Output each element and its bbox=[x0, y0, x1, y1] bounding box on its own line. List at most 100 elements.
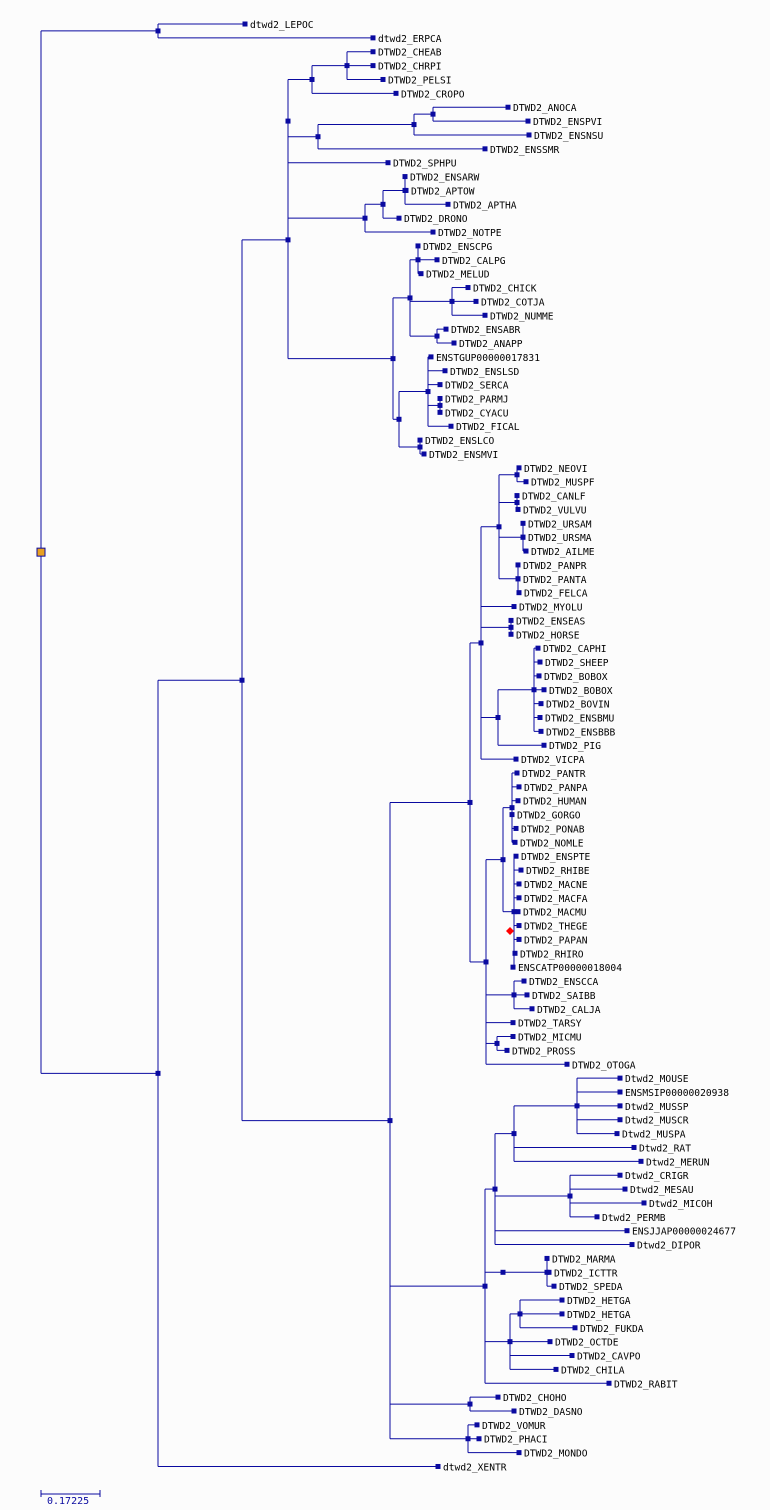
leaf-label: Dtwd2_MUSPA bbox=[622, 1130, 686, 1141]
internal-node bbox=[315, 134, 321, 140]
leaf-node bbox=[434, 257, 440, 263]
leaf-node bbox=[393, 90, 399, 96]
leaf-label: Dtwd2_MERUN bbox=[646, 1157, 710, 1168]
leaf-node bbox=[504, 1047, 510, 1053]
leaf-label: DTWD2_MICMU bbox=[518, 1033, 582, 1044]
internal-node bbox=[407, 295, 413, 301]
leaf-node bbox=[516, 936, 522, 942]
leaf-label: DTWD2_OCTDE bbox=[555, 1338, 619, 1349]
leaf-node bbox=[538, 728, 544, 734]
leaf-label: DTWD2_CHILA bbox=[561, 1365, 625, 1376]
internal-node bbox=[380, 201, 386, 207]
internal-node bbox=[415, 257, 421, 263]
leaf-node bbox=[512, 950, 518, 956]
leaf-label: DTWD2_MACNE bbox=[524, 880, 588, 891]
leaf-node bbox=[622, 1186, 628, 1192]
leaf-node bbox=[435, 1463, 441, 1469]
leaf-label: DTWD2_NOMLE bbox=[520, 838, 584, 849]
leaf-node bbox=[515, 798, 521, 804]
leaf-label: Dtwd2_MUSSP bbox=[625, 1102, 689, 1113]
leaf-node bbox=[513, 853, 519, 859]
leaf-label: DTWD2_PHACI bbox=[484, 1435, 548, 1446]
leaf-label: ENSTGUP00000017831 bbox=[436, 353, 540, 364]
leaf-label: DTWD2_SAIBB bbox=[532, 991, 596, 1002]
leaf-label: DTWD2_PELSI bbox=[388, 75, 452, 86]
leaf-node bbox=[437, 409, 443, 415]
leaf-label: ENSCATP00000018004 bbox=[518, 963, 622, 974]
leaf-label: DTWD2_ENSSMR bbox=[490, 145, 560, 156]
leaf-label: DTWD2_CROPO bbox=[401, 89, 465, 100]
internal-node bbox=[155, 1070, 161, 1076]
leaf-label: DTWD2_ENSNSU bbox=[534, 131, 604, 142]
leaf-node bbox=[638, 1158, 644, 1164]
leaf-node bbox=[617, 1117, 623, 1123]
leaf-label: Dtwd2_CRIGR bbox=[625, 1171, 689, 1182]
internal-node bbox=[425, 389, 431, 395]
internal-node bbox=[509, 805, 515, 811]
leaf-node bbox=[474, 1422, 480, 1428]
internal-node bbox=[411, 122, 417, 128]
leaf-node bbox=[529, 1006, 535, 1012]
leaf-node bbox=[541, 687, 547, 693]
internal-node bbox=[511, 992, 517, 998]
internal-node bbox=[309, 76, 315, 82]
leaf-label: DTWD2_SPHPU bbox=[393, 159, 457, 170]
leaf-node bbox=[442, 368, 448, 374]
leaf-label: DTWD2_RHIBE bbox=[526, 866, 590, 877]
leaf-node bbox=[505, 104, 511, 110]
internal-node bbox=[344, 63, 350, 69]
leaf-label: DTWD2_CYACU bbox=[445, 408, 509, 419]
leaf-label: DTWD2_APTOW bbox=[411, 186, 475, 197]
leaf-node bbox=[421, 451, 427, 457]
leaf-label: DTWD2_AILME bbox=[531, 547, 595, 558]
internal-node bbox=[478, 640, 484, 646]
internal-node bbox=[500, 857, 506, 863]
leaf-node bbox=[629, 1242, 635, 1248]
internal-node bbox=[511, 909, 517, 915]
leaf-node bbox=[380, 76, 386, 82]
leaf-node bbox=[513, 756, 519, 762]
leaf-node bbox=[564, 1061, 570, 1067]
leaf-label: DTWD2_COTJA bbox=[481, 297, 545, 308]
leaf-node bbox=[370, 49, 376, 55]
internal-node bbox=[430, 111, 436, 117]
root-node bbox=[36, 547, 46, 557]
leaf-label: DTWD2_VICPA bbox=[521, 755, 585, 766]
internal-node bbox=[511, 1131, 517, 1137]
internal-node bbox=[494, 1040, 500, 1046]
internal-node bbox=[285, 237, 291, 243]
leaf-label: DTWD2_URSAM bbox=[528, 519, 592, 530]
internal-node bbox=[574, 1103, 580, 1109]
leaf-node bbox=[524, 992, 530, 998]
leaf-node bbox=[520, 520, 526, 526]
leaf-label: DTWD2_ENSARW bbox=[410, 173, 480, 184]
internal-node bbox=[567, 1193, 573, 1199]
leaf-label: DTWD2_ANOCA bbox=[513, 103, 577, 114]
leaf-node bbox=[553, 1366, 559, 1372]
leaf-label: DTWD2_ENSEAS bbox=[516, 616, 586, 627]
scale-bar-label: 0.17225 bbox=[47, 1496, 90, 1507]
leaf-label: DTWD2_DRONO bbox=[404, 214, 468, 225]
leaf-label: DTWD2_RABIT bbox=[614, 1379, 678, 1390]
leaf-node bbox=[514, 493, 520, 499]
leaf-node bbox=[242, 21, 248, 27]
leaf-label: Dtwd2_MESAU bbox=[630, 1185, 694, 1196]
leaf-node bbox=[516, 784, 522, 790]
leaf-node bbox=[511, 604, 517, 610]
leaf-node bbox=[451, 340, 457, 346]
leaf-label: DTWD2_APTHA bbox=[453, 200, 517, 211]
leaf-label: DTWD2_THEGE bbox=[524, 922, 588, 933]
leaf-node bbox=[513, 825, 519, 831]
internal-node bbox=[531, 687, 537, 693]
internal-node bbox=[514, 500, 520, 506]
leaf-label: DTWD2_HORSE bbox=[516, 630, 580, 641]
leaf-label: DTWD2_MACMU bbox=[523, 908, 587, 919]
leaf-label: DTWD2_MYOLU bbox=[519, 603, 583, 614]
leaf-node bbox=[594, 1214, 600, 1220]
internal-node bbox=[515, 576, 521, 582]
leaf-node bbox=[541, 742, 547, 748]
leaf-label: DTWD2_ENSPVI bbox=[533, 117, 602, 128]
highlighted-node bbox=[506, 927, 514, 935]
leaf-label: DTWD2_PANTR bbox=[522, 769, 586, 780]
leaf-label: DTWD2_CHOHO bbox=[503, 1393, 567, 1404]
